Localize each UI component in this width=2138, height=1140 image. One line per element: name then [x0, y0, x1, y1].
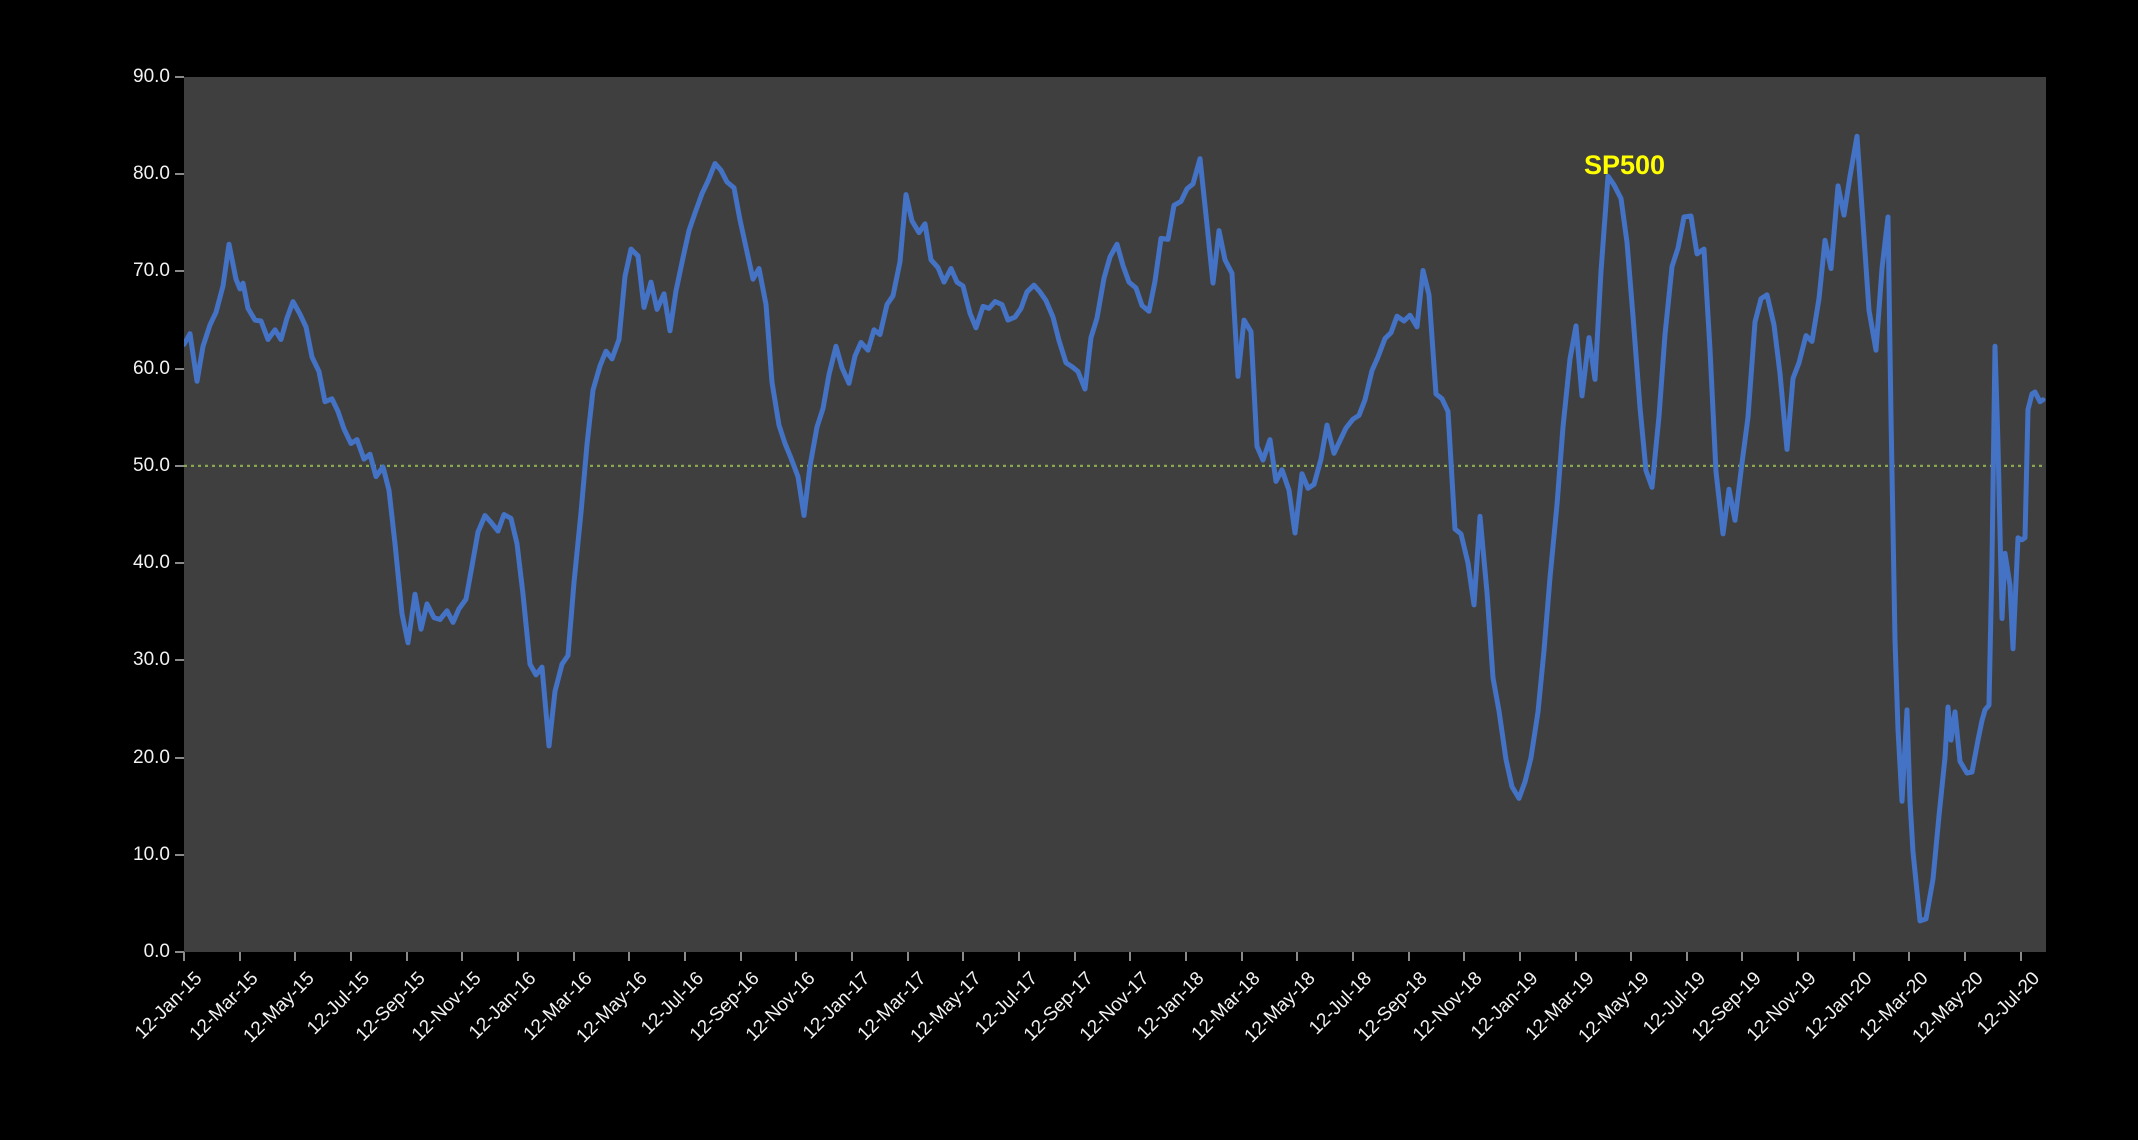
x-axis-tick — [628, 952, 631, 961]
x-axis-tick — [238, 952, 241, 961]
x-axis-tick — [1463, 952, 1466, 961]
x-axis-tick — [795, 952, 798, 961]
y-axis-tick-label: 10.0 — [133, 843, 170, 865]
x-axis-tick — [1296, 952, 1299, 961]
x-axis-tick — [1407, 952, 1410, 961]
y-axis-tick-label: 20.0 — [133, 746, 170, 768]
x-axis-tick — [183, 952, 185, 961]
x-axis-tick — [1685, 952, 1688, 961]
x-axis-tick — [1184, 952, 1187, 961]
y-axis-tick — [175, 367, 184, 370]
y-axis-tick-label: 30.0 — [133, 649, 170, 671]
x-axis-tick — [1240, 952, 1243, 961]
plot-svg — [184, 133, 2046, 924]
y-axis-tick — [175, 756, 184, 759]
x-axis-tick — [1908, 952, 1911, 961]
y-axis-tick-label: 40.0 — [133, 552, 170, 574]
x-axis-tick — [1518, 952, 1521, 961]
series-annotation-label: SP500 — [1584, 150, 1666, 180]
x-axis-tick — [1574, 952, 1577, 961]
x-axis-tick — [349, 952, 352, 961]
y-axis-tick — [175, 464, 184, 467]
x-axis-tick — [405, 952, 408, 961]
y-axis-tick-label: 80.0 — [133, 163, 170, 185]
y-axis-tick-label: 60.0 — [133, 357, 170, 379]
x-axis-tick — [962, 952, 965, 961]
x-axis-tick — [850, 952, 853, 961]
y-axis-tick-label: 70.0 — [133, 260, 170, 282]
y-axis-tick — [175, 951, 184, 953]
y-axis-tick — [175, 853, 184, 856]
x-axis-tick — [1351, 952, 1354, 961]
x-axis-tick — [572, 952, 575, 961]
y-axis-tick-label: 0.0 — [143, 941, 170, 962]
x-axis-tick — [1852, 952, 1855, 961]
x-axis-tick — [461, 952, 464, 961]
x-axis-tick — [1741, 952, 1744, 961]
x-axis-tick — [906, 952, 909, 961]
x-axis-tick — [1073, 952, 1076, 961]
x-axis-tick — [1797, 952, 1800, 961]
x-axis-tick — [516, 952, 519, 961]
x-axis-tick — [1964, 952, 1967, 961]
y-axis-tick — [175, 659, 184, 662]
x-axis-tick — [2019, 952, 2022, 961]
x-axis-tick — [1630, 952, 1633, 961]
y-axis-tick — [175, 76, 184, 78]
x-axis-tick — [1129, 952, 1132, 961]
y-axis-tick-label: 90.0 — [133, 66, 170, 87]
series-line-sp500 — [184, 133, 2046, 924]
x-axis-tick — [294, 952, 297, 961]
x-axis-tick — [683, 952, 686, 961]
y-axis-tick-label: 50.0 — [133, 454, 170, 476]
x-axis-tick — [1017, 952, 1020, 961]
y-axis-tick — [175, 270, 184, 273]
y-axis-tick — [175, 562, 184, 565]
x-axis-tick — [739, 952, 742, 961]
y-axis-tick — [175, 173, 184, 176]
